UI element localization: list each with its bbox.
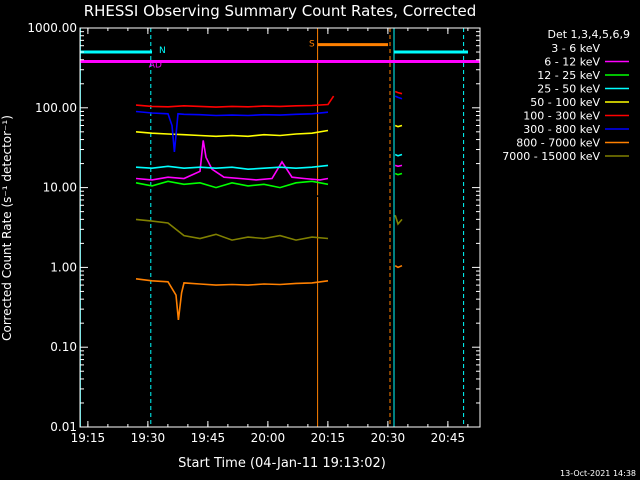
series-line-8-0 <box>135 218 329 241</box>
x-tick-label-4: 20:15 <box>311 431 346 445</box>
y-tick-label-5: 1000.00 <box>27 21 77 35</box>
y-tick-label-2: 1.00 <box>50 260 77 274</box>
legend-label-2: 12 - 25 keV <box>537 69 600 82</box>
series-line-2-0 <box>135 180 329 189</box>
series-line-4-1 <box>394 124 403 128</box>
series-line-1-0 <box>135 140 329 181</box>
y-tick-label-1: 0.10 <box>50 340 77 354</box>
footer-date: 13-Oct-2021 14:38 <box>560 469 636 478</box>
series-line-7-1 <box>394 264 403 269</box>
y-axis-label: Corrected Count Rate (s⁻¹ detector⁻¹) <box>0 115 14 341</box>
y-tick-label-4: 100.00 <box>35 101 77 115</box>
legend-label-4: 50 - 100 keV <box>530 96 600 109</box>
plot-frame <box>79 27 481 428</box>
axis-ticks: 19:15 19:30 19:45 20:00 20:15 20:30 20:45 0.01 0… <box>27 21 480 445</box>
legend-label-5: 100 - 300 keV <box>523 110 600 123</box>
series-line-5-1 <box>394 90 403 95</box>
x-tick-label-1: 19:30 <box>131 431 166 445</box>
legend-label-3: 25 - 50 keV <box>537 83 600 96</box>
state-label-AD: AD <box>149 61 162 71</box>
legend-label-0: 3 - 6 keV <box>551 42 600 55</box>
y-tick-label-3: 10.00 <box>43 181 77 195</box>
legend-header: Det 1,3,4,5,6,9 <box>547 28 630 41</box>
series-line-2-1 <box>394 172 403 176</box>
series-line-0-1 <box>394 185 403 191</box>
y-tick-label-0: 0.01 <box>50 420 77 434</box>
legend-label-7: 800 - 7000 keV <box>516 137 600 150</box>
x-tick-label-6: 20:45 <box>431 431 466 445</box>
legend-label-8: 7000 - 15000 keV <box>502 150 600 163</box>
x-tick-label-3: 20:00 <box>251 431 286 445</box>
legend-label-6: 300 - 800 keV <box>523 123 600 136</box>
series-line-6-1 <box>394 95 403 100</box>
x-tick-label-5: 20:30 <box>371 431 406 445</box>
state-label-S: S <box>309 40 315 50</box>
series-line-0-0 <box>135 192 329 204</box>
state-bars: N AD S <box>80 40 480 71</box>
series-line-4-0 <box>135 129 329 138</box>
series-line-8-1 <box>394 215 403 226</box>
series-line-3-1 <box>394 153 403 157</box>
series-line-7-0 <box>135 278 329 320</box>
series-line-6-0 <box>135 110 329 152</box>
x-tick-label-2: 19:45 <box>191 431 226 445</box>
state-label-N: N <box>159 46 166 56</box>
series-line-5-0 <box>135 95 335 108</box>
series-line-1-1 <box>394 164 403 168</box>
x-axis-label: Start Time (04-Jan-11 19:13:02) <box>178 456 386 471</box>
legend-label-1: 6 - 12 keV <box>544 56 600 69</box>
chart-title: RHESSI Observing Summary Count Rates, Co… <box>84 2 477 20</box>
series-line-3-0 <box>135 164 329 171</box>
x-tick-label-0: 19:15 <box>71 431 106 445</box>
series-lines <box>135 90 403 320</box>
